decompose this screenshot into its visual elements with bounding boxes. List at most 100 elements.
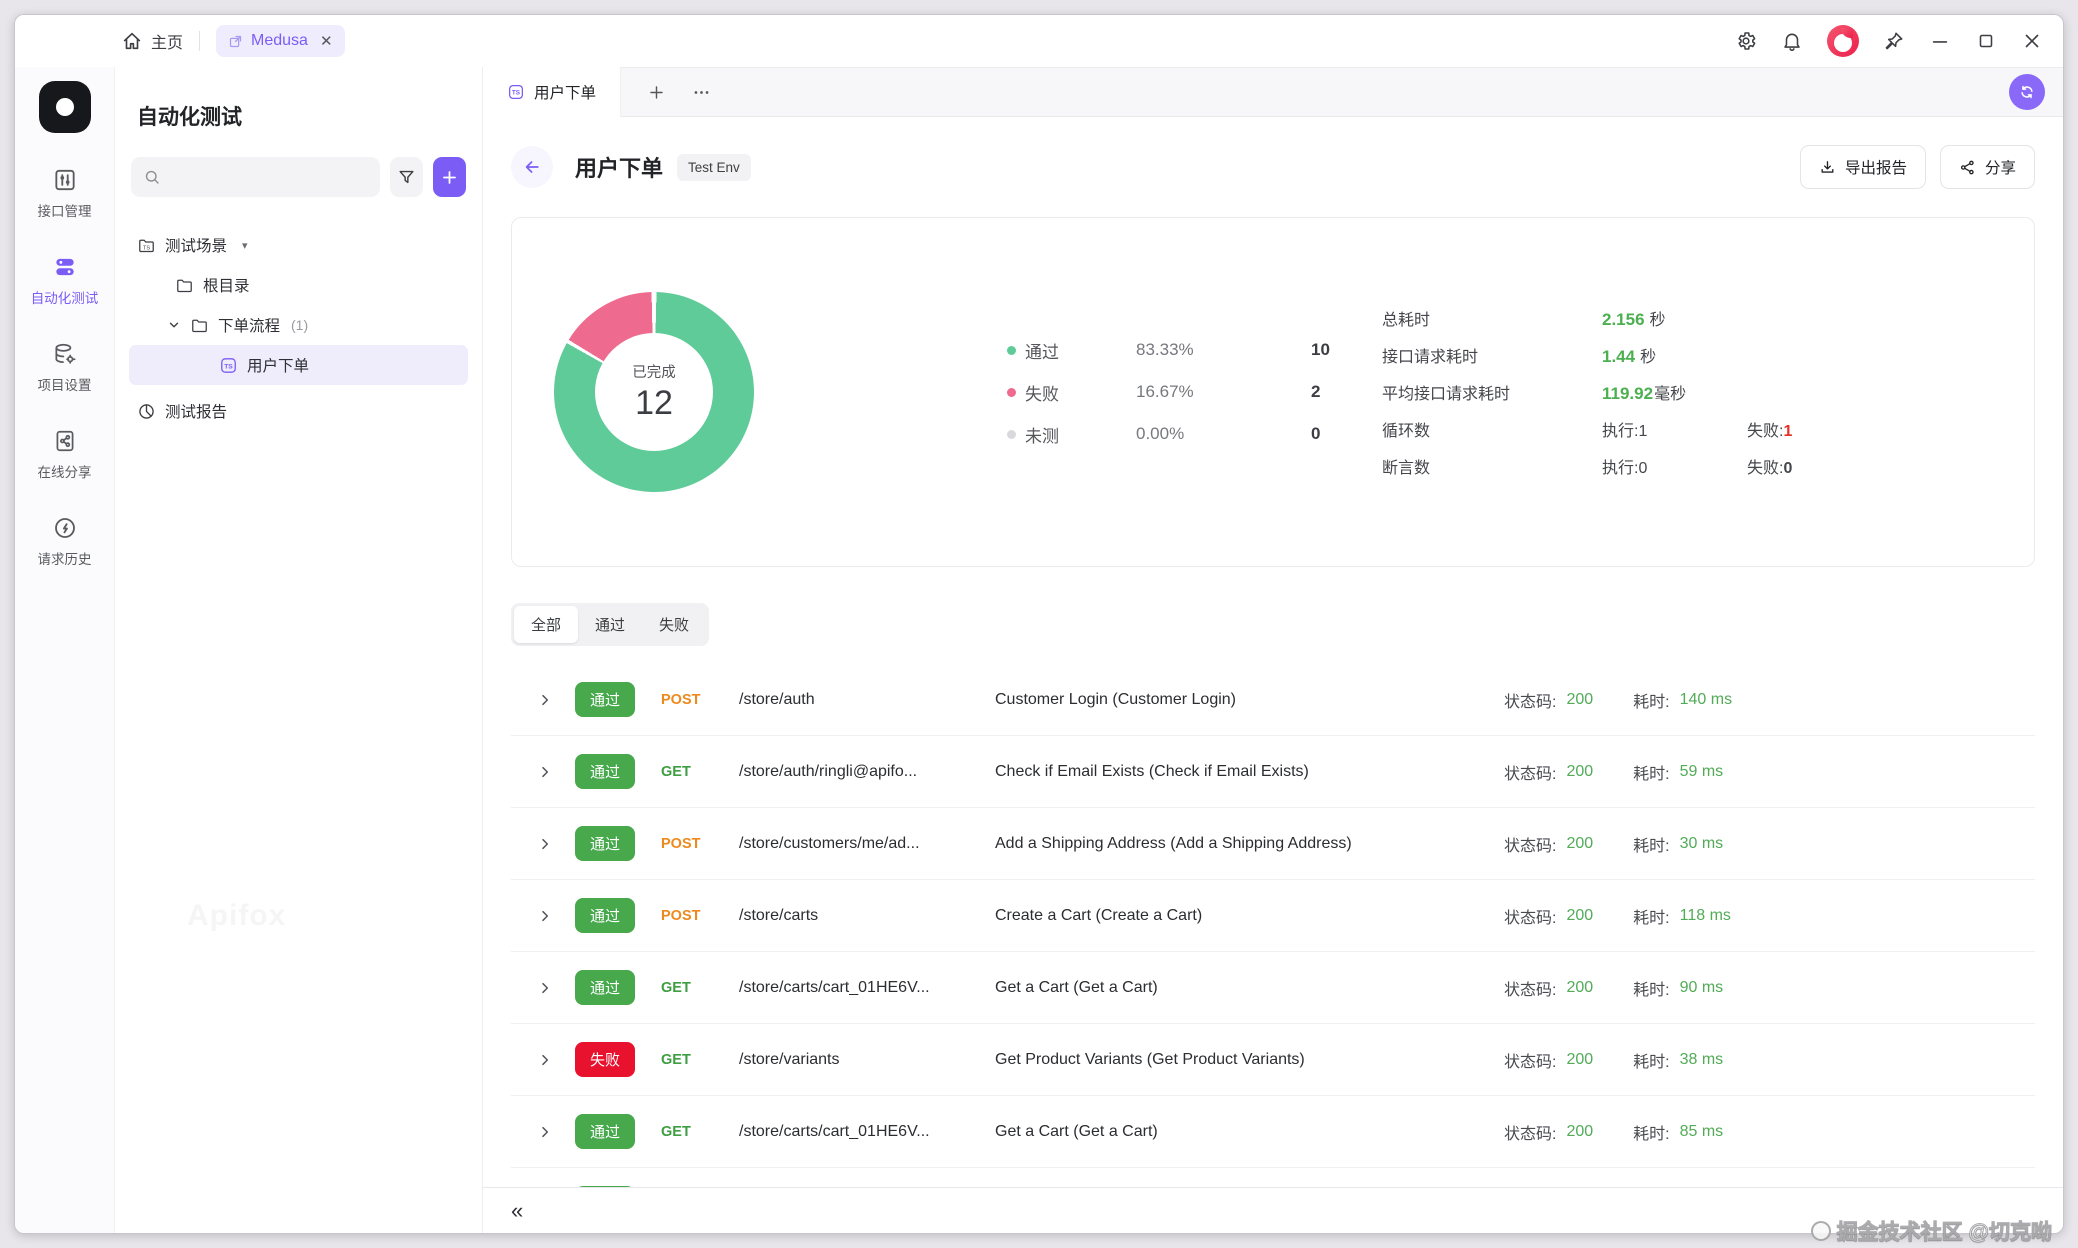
table-row[interactable]: 通过 POST /store/customers/me/ad... Add a … [511, 808, 2035, 880]
back-button[interactable] [511, 146, 553, 188]
chevron-right-icon[interactable] [537, 692, 553, 708]
chevron-right-icon[interactable] [537, 980, 553, 996]
time-value: 59 ms [1679, 762, 1724, 780]
home-tab[interactable]: 主页 [121, 29, 183, 53]
arrow-left-icon [525, 161, 539, 173]
chevron-right-icon[interactable] [537, 908, 553, 924]
row-metrics: 状态码: 200 耗时: 140 ms [1504, 688, 2035, 712]
chevron-right-icon[interactable] [537, 836, 553, 852]
chevron-right-icon[interactable] [537, 1124, 553, 1140]
main-footer: « [483, 1187, 2063, 1233]
sidebar-item-api-management[interactable]: 接口管理 [19, 167, 111, 220]
tree-node-order-flow[interactable]: 下单流程 (1) [129, 305, 468, 345]
filter-fail[interactable]: 失败 [659, 617, 690, 634]
new-tab-button[interactable] [647, 83, 666, 102]
maximize-icon[interactable] [1975, 30, 1997, 52]
add-scene-button[interactable] [433, 157, 466, 197]
chevron-right-icon[interactable] [537, 1052, 553, 1068]
tree-node-root-folder[interactable]: 根目录 [129, 265, 468, 305]
topbar-right [1735, 25, 2043, 57]
stat-unit: 秒 [1649, 312, 1666, 329]
filter-button[interactable] [390, 157, 423, 197]
time-value: 30 ms [1679, 834, 1724, 852]
project-tab-close-icon[interactable]: ✕ [319, 32, 333, 50]
collapse-sidebar-button[interactable]: « [511, 1197, 524, 1223]
table-row[interactable]: 通过 POST /store/auth Customer Login (Cust… [511, 664, 2035, 736]
project-tab-medusa[interactable]: Medusa ✕ [216, 25, 345, 57]
status-code-value: 200 [1566, 978, 1594, 996]
pin-icon[interactable] [1883, 30, 1905, 52]
external-link-icon [229, 35, 242, 47]
sidebar-item-label: 在线分享 [37, 465, 92, 480]
tree-node-test-reports[interactable]: 测试报告 [129, 391, 468, 431]
export-report-label: 导出报告 [1844, 160, 1907, 177]
stat-label: 平均接口请求耗时 [1382, 386, 1511, 403]
legend-count: 0 [1311, 424, 1321, 443]
close-icon[interactable] [2021, 30, 2043, 52]
table-row[interactable]: 失败 GET /store/variants Get Product Varia… [511, 1024, 2035, 1096]
summary-card: 已完成 12 通过 83.33% 10 [511, 217, 2035, 567]
request-name: Create a Cart (Create a Cart) [995, 906, 1203, 924]
sidebar-item-project-settings[interactable]: 项目设置 [19, 341, 111, 394]
automation-testing-icon [55, 258, 74, 276]
donut-center-value: 12 [635, 384, 673, 422]
tree-node-user-order-selected[interactable]: TS 用户下单 [129, 345, 468, 385]
sidebar-item-online-share[interactable]: 在线分享 [19, 428, 111, 481]
settings-gear-icon[interactable] [1735, 30, 1757, 52]
minimize-icon[interactable] [1929, 30, 1951, 52]
notifications-bell-icon[interactable] [1781, 30, 1803, 52]
status-code-value: 200 [1566, 690, 1594, 708]
app-logo [38, 81, 91, 133]
table-row[interactable]: 通过 GET /store/carts/cart_01HE6V... Get a… [511, 1096, 2035, 1168]
table-row[interactable]: 通过 GET /store/auth/ringli@apifo... Check… [511, 736, 2035, 808]
status-badge: 通过 [575, 970, 635, 1005]
table-row[interactable]: 通过 POST /store/carts Create a Cart (Crea… [511, 880, 2035, 952]
row-metrics: 状态码: 200 耗时: 118 ms [1504, 904, 2035, 928]
tab-user-order[interactable]: TS 用户下单 [483, 67, 622, 117]
sync-button[interactable] [2009, 74, 2045, 110]
tree-node-label: 测试场景 [165, 238, 228, 255]
search-input[interactable] [169, 168, 368, 186]
request-path: /store/carts/cart_01HE6V... [739, 978, 930, 996]
report-title: 用户下单 [575, 156, 664, 181]
folder-icon [192, 319, 207, 332]
online-share-icon [56, 430, 73, 452]
sidebar-item-automation-testing[interactable]: 自动化测试 [19, 254, 111, 307]
sidebar-item-request-history[interactable]: 请求历史 [19, 515, 111, 568]
report-scroll-area[interactable]: 用户下单 Test Env 导出报告 分享 [483, 117, 2063, 1187]
tab-more-button[interactable] [692, 83, 711, 102]
filter-pass[interactable]: 通过 [595, 617, 626, 634]
chevron-down-icon[interactable] [167, 318, 181, 332]
request-name: Add a Shipping Address (Add a Shipping A… [995, 834, 1352, 852]
share-button[interactable]: 分享 [1939, 145, 2035, 189]
stat-label: 断言数 [1382, 460, 1431, 477]
legend-count: 10 [1311, 340, 1330, 359]
tree-panel: 自动化测试 TS 测试场景 [115, 67, 483, 1233]
results-donut-chart: 已完成 12 [554, 292, 754, 492]
svg-text:TS: TS [512, 90, 520, 97]
topbar: 主页 Medusa ✕ [15, 15, 2063, 67]
tree-node-label: 用户下单 [247, 358, 310, 375]
legend-dot-fail [1007, 387, 1016, 397]
search-box[interactable] [131, 157, 380, 197]
time-value: 38 ms [1679, 1050, 1724, 1068]
http-method: GET [661, 1051, 691, 1068]
user-avatar[interactable] [1827, 25, 1859, 57]
table-row[interactable]: 通过 POST /store/carts/cart_01HE6V... 状态码:… [511, 1168, 2035, 1187]
tab-label: 用户下单 [534, 85, 597, 102]
table-row[interactable]: 通过 GET /store/carts/cart_01HE6V... Get a… [511, 952, 2035, 1024]
plus-icon [650, 85, 663, 99]
topbar-divider [199, 31, 201, 51]
tree-node-test-scenes[interactable]: TS 测试场景 ▾ [129, 225, 468, 265]
request-path: /store/carts [739, 906, 819, 924]
sidebar-item-label: 接口管理 [37, 204, 92, 219]
stat-fail-label: 失败: [1747, 460, 1784, 477]
export-report-button[interactable]: 导出报告 [1799, 145, 1926, 189]
sidebar-item-label: 请求历史 [37, 552, 92, 567]
report-content: 用户下单 Test Env 导出报告 分享 [483, 117, 2063, 1233]
filter-all[interactable]: 全部 [514, 606, 579, 643]
caret-down-icon[interactable]: ▾ [242, 239, 248, 252]
chevron-right-icon[interactable] [537, 764, 553, 780]
stat-label: 接口请求耗时 [1382, 349, 1479, 366]
plus-icon [443, 170, 456, 184]
